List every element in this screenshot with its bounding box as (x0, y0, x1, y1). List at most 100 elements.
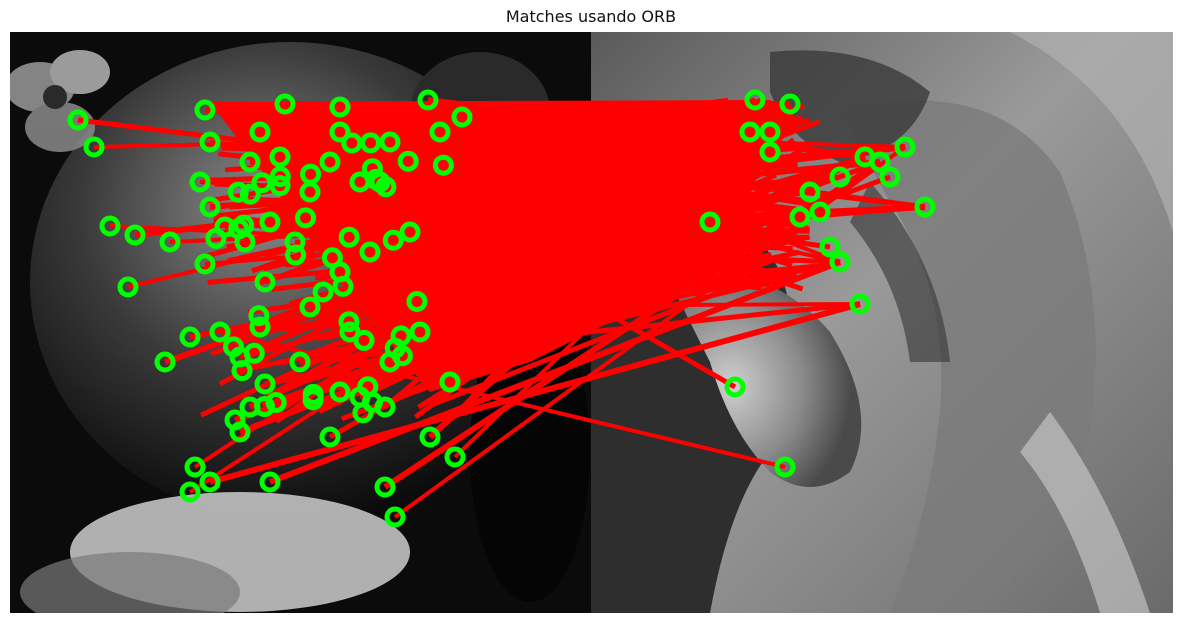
keypoint-marker (302, 389, 324, 411)
keypoint-marker (259, 211, 281, 233)
keypoint-marker (429, 121, 451, 143)
keypoint-marker (341, 132, 363, 154)
keypoint-marker (332, 275, 354, 297)
keypoint-marker (199, 131, 221, 153)
keypoint-marker (209, 321, 231, 343)
keypoint-marker (179, 326, 201, 348)
keypoint-marker (329, 121, 351, 143)
keypoint-marker (124, 224, 146, 246)
keypoint-marker (849, 293, 871, 315)
keypoint-marker (269, 175, 291, 197)
keypoint-marker (406, 290, 428, 312)
keypoint-marker (361, 391, 383, 413)
keypoint-marker (83, 136, 105, 158)
keypoint-marker (338, 226, 360, 248)
match-line (393, 145, 907, 519)
keypoint-marker (384, 506, 406, 528)
keypoint-marker (397, 150, 419, 172)
keypoint-marker (759, 121, 781, 143)
keypoint-marker (189, 171, 211, 193)
flower-shape (10, 50, 110, 152)
keypoint-marker (319, 426, 341, 448)
keypoint-marker (854, 146, 876, 168)
keypoint-marker (365, 168, 387, 190)
keypoint-marker (444, 446, 466, 468)
keypoint-marker (99, 215, 121, 237)
keypoint-marker (299, 296, 321, 318)
keypoint-marker (353, 329, 375, 351)
keypoint-marker (239, 183, 261, 205)
keypoint-marker (809, 201, 831, 223)
keypoint-marker (227, 181, 249, 203)
keypoint-marker (432, 154, 454, 176)
keypoint-marker (399, 221, 421, 243)
keypoint-marker (259, 471, 281, 493)
keypoint-marker (879, 166, 901, 188)
keypoint-marker (374, 476, 396, 498)
keypoint-marker (254, 373, 276, 395)
keypoint-marker (67, 109, 89, 131)
keypoint-marker (205, 227, 227, 249)
keypoint-marker (229, 421, 251, 443)
keypoint-marker (184, 456, 206, 478)
matches-image (10, 32, 1173, 613)
keypoint-marker (249, 121, 271, 143)
keypoint-marker (269, 166, 291, 188)
keypoints (67, 89, 936, 528)
keypoint-marker (894, 136, 916, 158)
keypoint-marker (249, 316, 271, 338)
keypoint-marker (199, 196, 221, 218)
keypoint-marker (361, 158, 383, 180)
keypoint-marker (194, 253, 216, 275)
keypoint-marker (159, 231, 181, 253)
keypoint-marker (799, 181, 821, 203)
keypoint-marker (239, 151, 261, 173)
keypoint-marker (248, 305, 270, 327)
image-axes (10, 32, 1173, 613)
keypoint-marker (338, 311, 360, 333)
keypoint-marker (914, 196, 936, 218)
keypoint-marker (321, 247, 343, 269)
keypoint-marker (774, 456, 796, 478)
keypoint-marker (289, 351, 311, 373)
keypoint-marker (233, 214, 255, 236)
keypoint-marker (419, 426, 441, 448)
keypoint-marker (739, 121, 761, 143)
keypoint-marker (117, 276, 139, 298)
keypoint-marker (254, 396, 276, 418)
keypoint-marker (319, 151, 341, 173)
keypoint-marker (439, 371, 461, 393)
keypoint-marker (329, 96, 351, 118)
keypoint-marker (699, 211, 721, 233)
keypoint-marker (194, 99, 216, 121)
keypoint-marker (382, 229, 404, 251)
keypoint-marker (360, 132, 382, 154)
keypoint-marker (312, 281, 334, 303)
keypoint-marker (744, 89, 766, 111)
keypoint-marker (300, 163, 322, 185)
keypoint-marker (379, 131, 401, 153)
keypoint-marker (223, 336, 245, 358)
keypoint-marker (384, 337, 406, 359)
keypoint-marker (285, 244, 307, 266)
keypoint-marker (819, 236, 841, 258)
keypoint-marker (779, 93, 801, 115)
figure-title: Matches usando ORB (505, 7, 677, 26)
keypoint-marker (295, 207, 317, 229)
keypoint-marker (451, 106, 473, 128)
keypoint-marker (409, 321, 431, 343)
match-line (209, 301, 861, 485)
keypoint-marker (231, 360, 253, 382)
keypoint-marker (829, 251, 851, 273)
keypoint-marker (359, 241, 381, 263)
keypoint-marker (417, 89, 439, 111)
keypoint-marker (829, 166, 851, 188)
keypoint-marker (179, 481, 201, 503)
keypoint-marker (284, 231, 306, 253)
keypoint-marker (265, 391, 287, 413)
keypoint-marker (789, 206, 811, 228)
keypoint-marker (243, 342, 265, 364)
keypoint-marker (199, 471, 221, 493)
keypoint-marker (254, 271, 276, 293)
